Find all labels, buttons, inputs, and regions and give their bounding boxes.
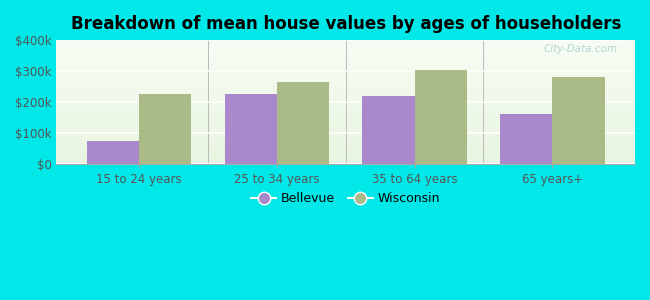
Legend: Bellevue, Wisconsin: Bellevue, Wisconsin xyxy=(246,187,445,210)
Bar xyxy=(139,94,192,164)
Title: Breakdown of mean house values by ages of householders: Breakdown of mean house values by ages o… xyxy=(71,15,621,33)
Bar xyxy=(87,141,139,164)
Bar xyxy=(277,82,329,164)
Bar xyxy=(500,114,552,164)
Text: City-Data.com: City-Data.com xyxy=(543,44,618,54)
Bar xyxy=(224,94,277,164)
Bar xyxy=(552,77,604,164)
Bar xyxy=(415,70,467,164)
Bar xyxy=(362,96,415,164)
